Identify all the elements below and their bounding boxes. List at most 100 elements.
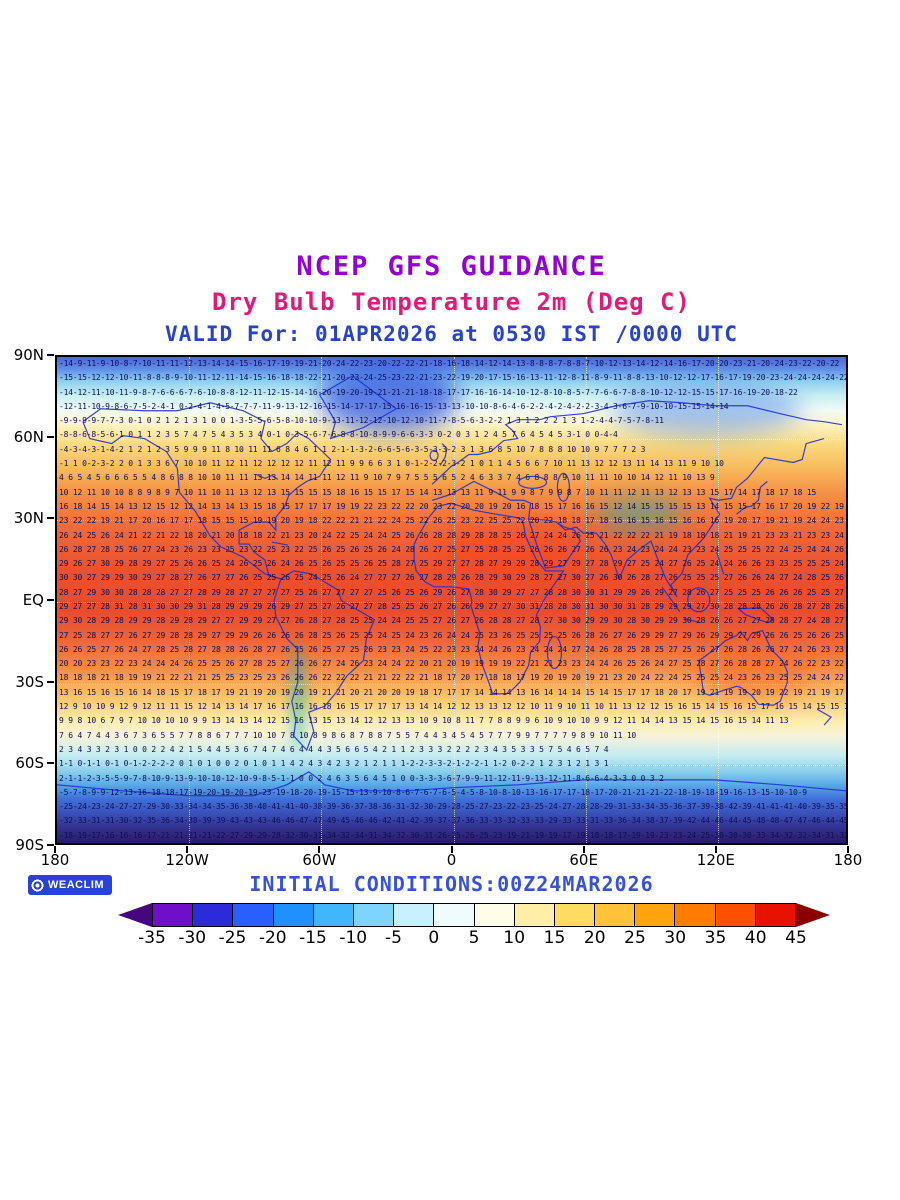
temperature-value-row: 9 9 8 10 6 7 9 7 10 10 10 10 9 9 13 14 1… (59, 716, 789, 726)
temperature-value-row: 29 27 27 28 31 28 31 30 30 29 31 28 29 2… (59, 602, 846, 611)
temperature-value-row: -4-3-4-3-1-4-2 1 2 1 2 3 5 9 9 9 11 8 10… (59, 444, 646, 454)
colorbar-segment (153, 904, 194, 926)
temperature-value-row: 29 30 28 29 28 29 29 28 29 28 29 27 27 2… (59, 616, 846, 626)
lon-label: 180 (833, 851, 863, 869)
lat-tick (47, 844, 54, 846)
meridian-line (585, 357, 587, 843)
colorbar-segment (514, 904, 555, 926)
colorbar-tick-label: -25 (218, 928, 247, 948)
lat-tick (47, 354, 54, 356)
parallel-line (57, 765, 846, 767)
colorbar-tick-label: -15 (299, 928, 327, 948)
colorbar-tick-label: -10 (339, 928, 368, 948)
lat-label: 60S (15, 754, 44, 773)
temperature-value-row: 2 3 4 3 3 2 3 1 0 0 2 2 4 2 1 5 4 4 5 3 … (59, 744, 609, 754)
colorbar-tick-label: 40 (744, 928, 767, 948)
temperature-value-row: 27 25 28 27 27 26 27 29 28 28 29 27 29 2… (59, 630, 846, 640)
colorbar-segment (755, 904, 795, 926)
parallel-line (57, 520, 846, 522)
lat-tick (47, 435, 54, 438)
colorbar-segment (635, 904, 676, 926)
lat-tick (47, 680, 54, 683)
lat-tick (47, 517, 54, 520)
lon-label: 180 (40, 851, 70, 869)
temperature-shading (57, 357, 846, 843)
longitude-axis: 180 120W 60W 0 60E 120E 180 (41, 851, 863, 871)
latlon-gridlines (57, 357, 846, 843)
meridian-line (189, 357, 191, 843)
temperature-value-row: 30 30 27 29 29 30 29 27 28 27 26 27 27 2… (59, 573, 846, 583)
colorbar-segment (193, 904, 234, 926)
weaclim-label: WEACLIM (48, 879, 105, 891)
coastlines-map (57, 375, 846, 797)
temperature-value-row: -15-15-12-12-10-11-8-8-8-9-10-11-12-11-1… (59, 373, 846, 383)
colorbar-segment (233, 904, 274, 926)
lat-tick (47, 599, 54, 601)
temperature-value-row: -1 1 0-2-3-2 2 0 1 3 3 6 7 10 10 11 12 1… (59, 459, 724, 469)
temperature-value-row: -8-8-6-8-5-6-1 0 1 1 2 3 5 7 4 7 5 4 3 5… (59, 430, 618, 440)
colorbar-tick-labels: -35 -30 -25 -20 -15 -10 -5 0 5 10 15 20 25 30 35 40 45 (118, 928, 830, 950)
colorbar-tick-label: 15 (543, 928, 566, 948)
initial-conditions-line: INITIAL CONDITIONS:00Z24MAR2026 (249, 872, 654, 896)
temperature-value-row: -32-33-31-31-30-32-35-36-34-38-39-39-43-… (59, 816, 846, 826)
lat-label: EQ (22, 591, 44, 609)
temperature-value-row: 16 18 14 15 14 13 12 15 12 12 14 13 14 1… (59, 501, 846, 511)
temperature-grid: -14-9-11-9-10-8-7-10-11-11-12-13-14-14-1… (57, 357, 846, 843)
lon-tick (186, 846, 189, 853)
coastline-paths (57, 375, 846, 797)
temperature-value-row: 26 28 27 28 25 26 27 24 23 26 23 23 25 2… (59, 544, 846, 554)
colorbar-tick-label: 10 (503, 928, 526, 948)
lon-label: 120E (696, 851, 735, 869)
colorbar-segments (152, 903, 796, 927)
temperature-value-row: 26 26 25 27 26 24 27 28 25 28 27 28 28 2… (59, 644, 846, 654)
colorbar-segment (394, 904, 435, 926)
temperature-value-row: 13 16 15 16 15 16 14 18 15 17 18 17 19 2… (59, 687, 846, 697)
meridian-line (321, 357, 323, 843)
lat-label: 90S (15, 836, 44, 854)
lat-label: 30S (15, 672, 44, 691)
world-temperature-map: -14-9-11-9-10-8-7-10-11-11-12-13-14-14-1… (55, 355, 848, 845)
weaclim-logo-icon (31, 878, 44, 892)
colorbar-tick-label: 35 (704, 928, 727, 948)
lon-tick (54, 846, 56, 853)
colorbar-segment (675, 904, 716, 926)
colorbar-tick-label: -30 (178, 928, 207, 948)
colorbar-left-arrow (118, 903, 152, 927)
temperature-value-row: -25-24-23-24-27-27-29-30-33-34-34-35-36-… (59, 802, 846, 812)
lon-label: 60W (302, 851, 337, 869)
colorbar-tick-label: 25 (624, 928, 646, 948)
colorbar-segment (595, 904, 636, 926)
parallel-line (57, 683, 846, 685)
parallel-line (57, 438, 846, 440)
cold-blob-tibet (595, 499, 685, 529)
temperature-value-row: 23 22 22 19 21 17 20 16 17 17 18 15 15 1… (59, 516, 846, 526)
colorbar-tick-label: -35 (138, 928, 166, 948)
lon-label: 120W (165, 851, 209, 869)
parallel-line (57, 602, 846, 603)
colorbar-segment (554, 904, 596, 926)
colorbar-tick-label: -20 (258, 928, 287, 948)
temperature-value-row: 12 9 10 10 9 12 9 12 11 11 15 12 14 13 1… (59, 702, 846, 712)
temperature-value-row: -5-7-8-9-9-12-13-16-18-18-17-19-20-19-20… (59, 787, 807, 797)
temperature-value-row: 10 12 11 10 10 8 8 9 8 9 7 10 11 10 11 1… (59, 487, 817, 497)
colorbar-tick-label: 5 (468, 928, 480, 948)
chart-title: NCEP GFS GUIDANCE (296, 251, 607, 282)
temperature-value-row: 18 18 18 21 18 19 19 21 22 21 21 25 25 2… (59, 673, 846, 683)
lat-label: 60N (13, 427, 44, 446)
meridian-line (453, 357, 455, 843)
colorbar-segment (434, 904, 475, 926)
lat-label: 30N (13, 509, 44, 528)
lon-tick (714, 846, 717, 853)
temperature-value-row: -12-11-10-9-8-6-7-5-2-4-1 0-2-4-1-4-5-7-… (59, 401, 729, 411)
lon-tick (847, 846, 849, 853)
temperature-value-row: -18-19-17-16-16-16-17-21-21-21-21-22-27-… (59, 830, 846, 840)
colorbar-tick-label: 0 (428, 928, 440, 948)
temperature-value-row: -9-9-9-9-7-7-3 0-1 0 2 1 2 1 3 1 0 0 1-3… (59, 416, 664, 426)
colorbar-tick-label: 45 (785, 928, 807, 948)
temperature-value-row: -14-12-11-10-11-9-8-7-6-6-6-7-6-10-8-8-1… (59, 387, 798, 397)
temperature-value-row: -14-9-11-9-10-8-7-10-11-11-12-13-14-14-1… (59, 359, 840, 368)
valid-time-line: VALID For: 01APR2026 at 0530 IST /0000 U… (164, 322, 738, 346)
lon-label: 60E (569, 851, 598, 869)
temperature-value-row: 7 6 4 7 4 4 3 6 7 3 6 5 5 7 7 8 8 6 7 7 … (59, 730, 637, 740)
temperature-value-row: 28 27 29 30 30 28 28 28 27 27 28 29 28 2… (59, 587, 846, 597)
